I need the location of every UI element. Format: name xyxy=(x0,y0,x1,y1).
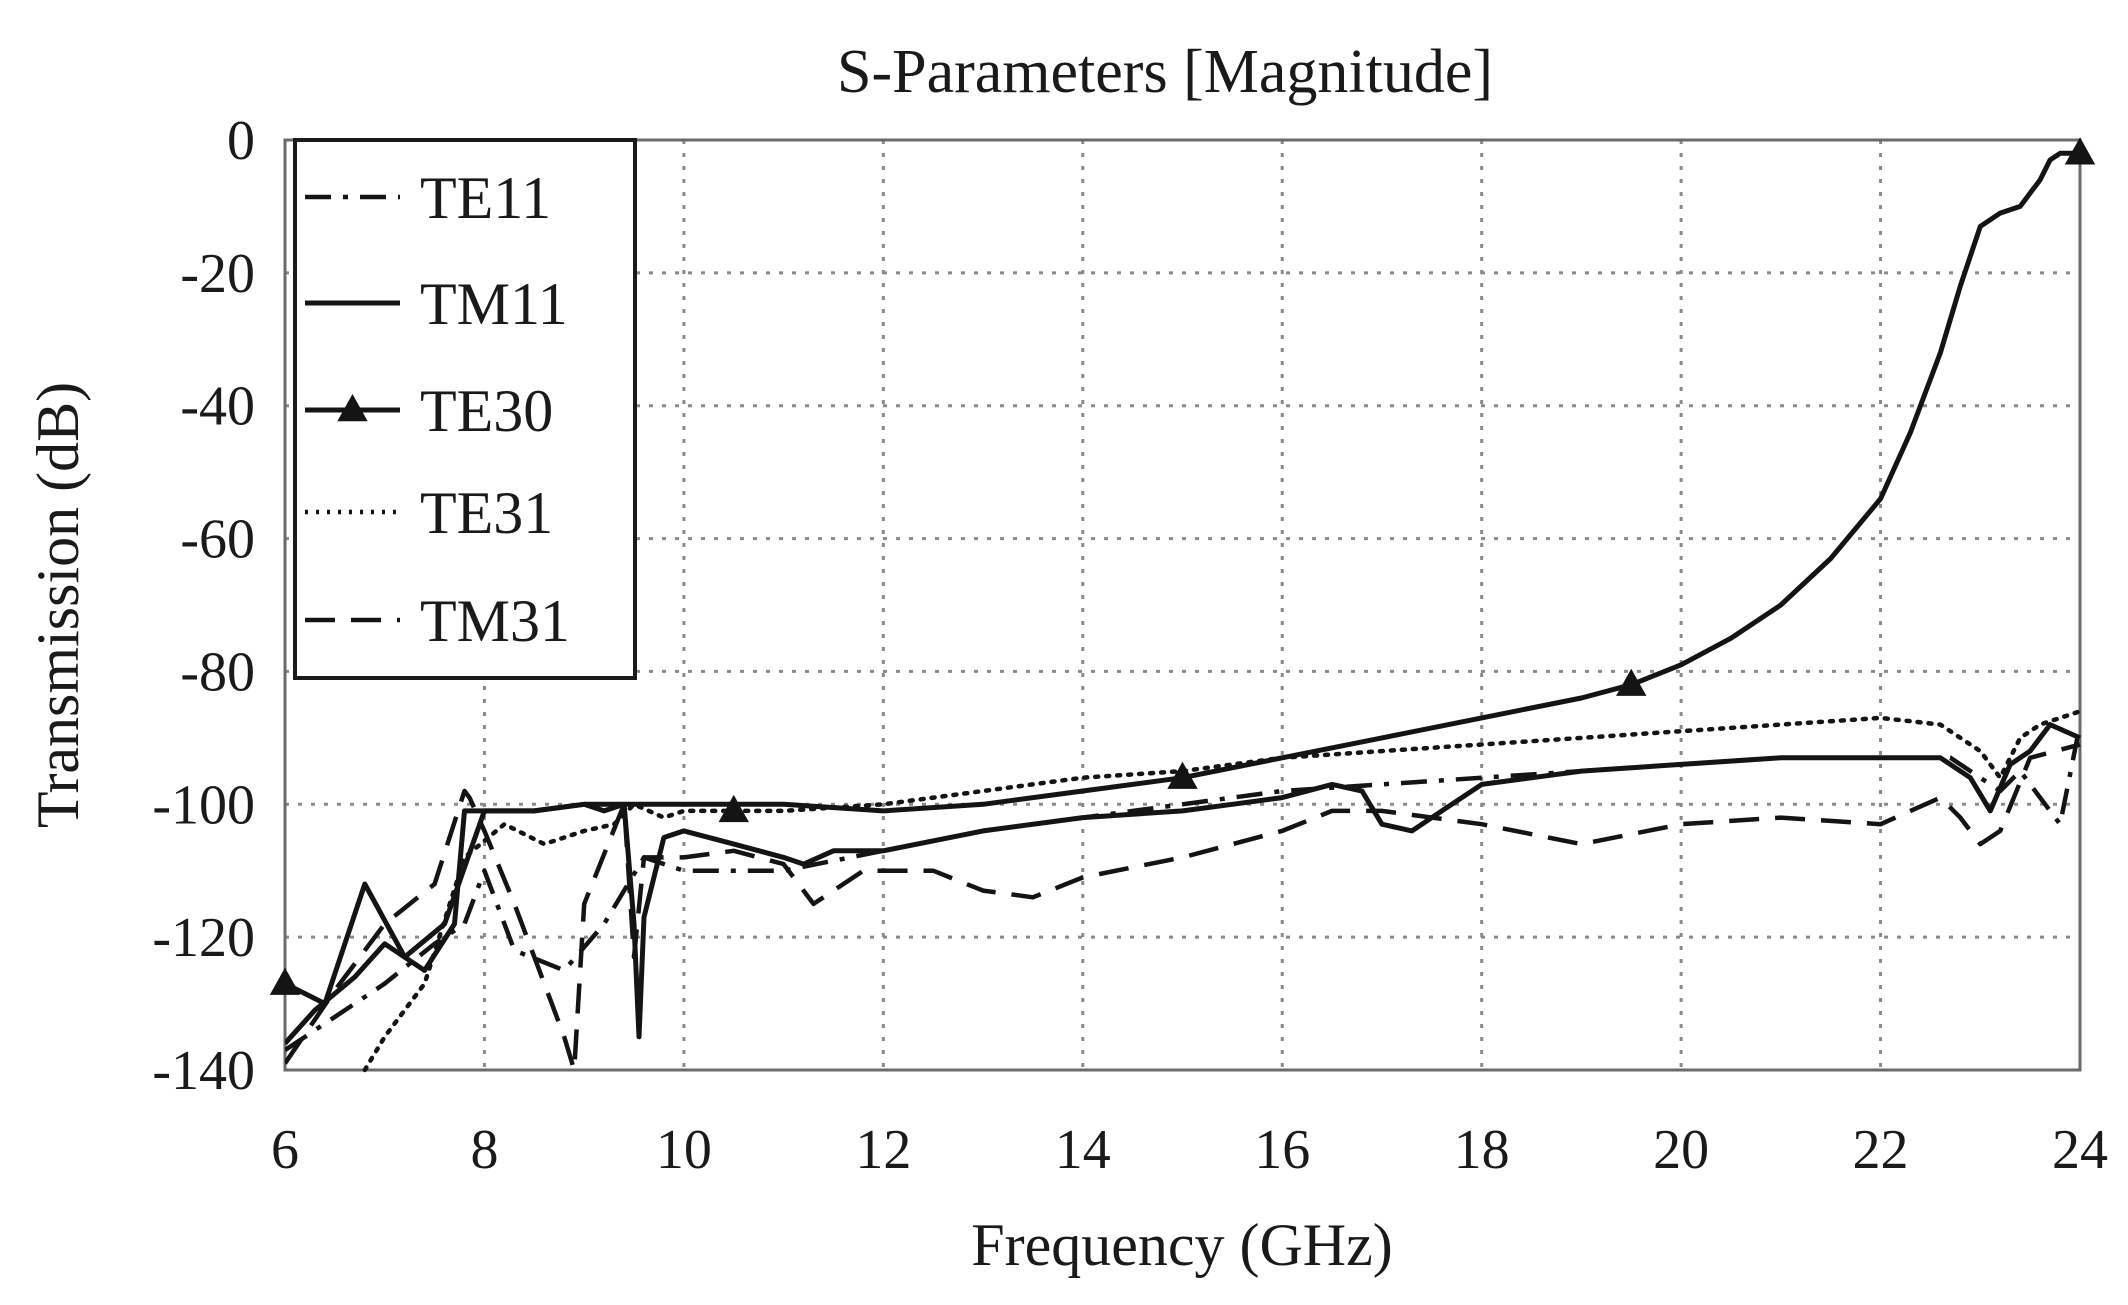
y-tick-label: -60 xyxy=(180,509,255,571)
x-tick-label: 18 xyxy=(1454,1119,1510,1181)
y-tick-label: -40 xyxy=(180,376,255,438)
x-tick-label: 8 xyxy=(470,1119,498,1181)
legend-label-tm11: TM11 xyxy=(420,271,568,337)
x-tick-label: 24 xyxy=(2052,1119,2108,1181)
plot-frame xyxy=(283,138,2082,1072)
x-axis-label: Frequency (GHz) xyxy=(971,1212,1393,1278)
marker-layer xyxy=(269,137,2096,995)
x-tick-label: 22 xyxy=(1853,1119,1909,1181)
marker-te30 xyxy=(269,967,301,995)
x-tick-label: 6 xyxy=(271,1119,299,1181)
y-tick-labels: 0 -20 -40 -60 -80 -100 -120 -140 xyxy=(152,110,255,1102)
x-tick-labels: 6 8 10 12 14 16 18 20 22 24 xyxy=(271,1119,2108,1181)
legend-label-te11: TE11 xyxy=(420,165,551,231)
x-tick-label: 20 xyxy=(1653,1119,1709,1181)
legend-marker-te30 xyxy=(337,394,368,422)
y-tick-label: -80 xyxy=(180,641,255,703)
y-tick-label: -140 xyxy=(152,1040,255,1102)
series-line-te31 xyxy=(362,709,2083,1073)
legend: TE11 TM11 TE30 TE31 TM31 xyxy=(293,138,637,680)
y-tick-label: 0 xyxy=(227,110,255,172)
series-line-tm31 xyxy=(285,742,2081,1073)
legend-label-te31: TE31 xyxy=(420,480,553,546)
marker-te30 xyxy=(1167,761,1198,789)
marker-te30 xyxy=(2064,137,2096,165)
chart-title: S-Parameters [Magnitude] xyxy=(837,38,1493,106)
y-tick-label: -100 xyxy=(152,774,255,836)
x-tick-label: 12 xyxy=(855,1119,911,1181)
marker-te30 xyxy=(718,794,749,823)
x-tick-label: 16 xyxy=(1254,1119,1310,1181)
legend-label-tm31: TM31 xyxy=(420,588,570,654)
marker-te30 xyxy=(1616,668,1647,696)
x-tick-label: 10 xyxy=(656,1119,712,1181)
y-tick-label: -20 xyxy=(180,243,255,305)
series-line-te30 xyxy=(285,150,2080,1007)
legend-label-te30: TE30 xyxy=(420,378,553,444)
y-axis-label: Transmission (dB) xyxy=(25,382,91,828)
series-layer xyxy=(285,150,2083,1073)
y-tick-label: -120 xyxy=(152,907,255,969)
x-tick-label: 14 xyxy=(1055,1119,1111,1181)
